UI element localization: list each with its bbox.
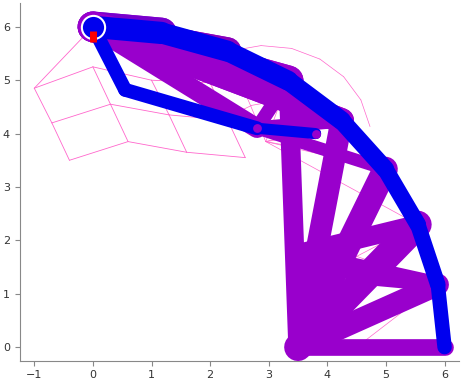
Point xyxy=(224,48,231,54)
Point xyxy=(294,250,302,257)
Point xyxy=(441,344,448,350)
Point xyxy=(89,24,97,30)
Point xyxy=(414,221,421,228)
Point xyxy=(382,166,389,172)
Point xyxy=(294,344,302,350)
Point xyxy=(294,344,302,350)
Point xyxy=(158,30,165,36)
Point xyxy=(338,118,345,124)
Point xyxy=(434,282,442,288)
Point xyxy=(253,125,261,131)
Point xyxy=(89,24,97,30)
Point xyxy=(312,131,319,137)
Point xyxy=(285,78,292,84)
